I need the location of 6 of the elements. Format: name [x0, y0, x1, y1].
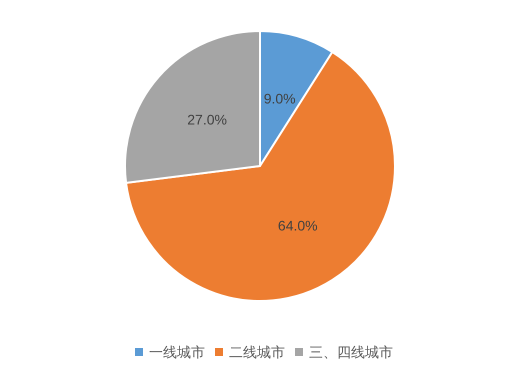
legend-label: 三、四线城市 [309, 344, 393, 360]
legend-label: 一线城市 [149, 344, 205, 360]
data-label: 9.0% [264, 90, 296, 106]
data-label: 27.0% [187, 111, 227, 128]
data-label: 64.0% [278, 218, 318, 234]
legend-label: 二线城市 [229, 344, 285, 360]
